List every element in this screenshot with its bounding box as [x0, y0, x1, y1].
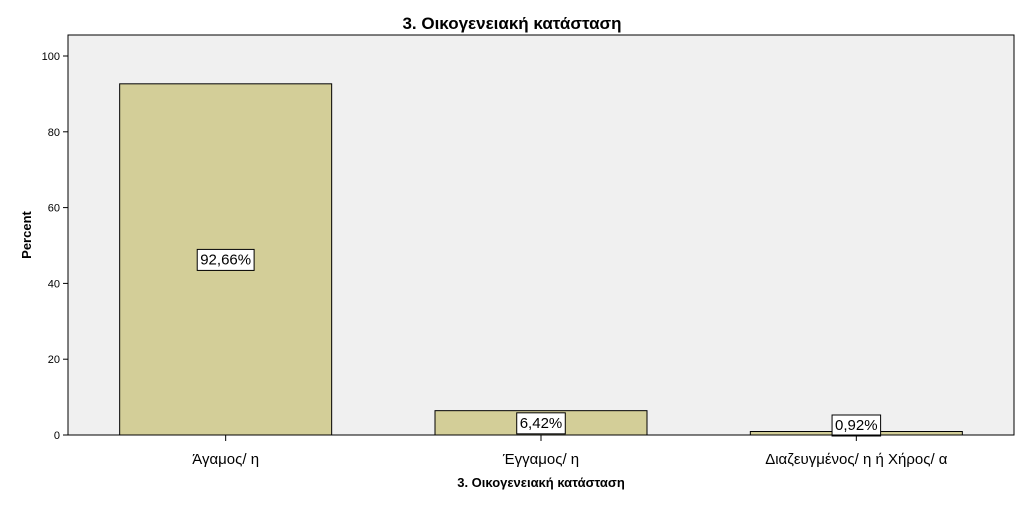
data-label: 6,42% — [520, 415, 563, 432]
y-tick-label: 0 — [54, 430, 60, 442]
bars: 92,66% 6,42% 0,92% — [119, 83, 963, 437]
y-tick-label: 60 — [48, 203, 60, 215]
y-tick-label: 40 — [48, 278, 60, 290]
y-tick-label: 100 — [42, 51, 60, 63]
data-label: 0,92% — [835, 417, 878, 434]
y-axis: 0 20 40 60 80 100 — [42, 51, 68, 442]
x-tick-label: Άγαμος/ η — [192, 451, 259, 468]
x-tick-label: Έγγαμος/ η — [502, 451, 579, 468]
y-tick-label: 80 — [48, 127, 60, 139]
x-axis-label: 3. Οικογενειακή κατάσταση — [457, 475, 625, 490]
chart-title: 3. Οικογενειακή κατάσταση — [402, 14, 621, 33]
x-tick-label: Διαζευγμένος/ η ή Χήρος/ α — [765, 451, 948, 468]
data-label-box — [196, 248, 255, 271]
data-label: 92,66% — [200, 251, 251, 268]
y-tick-label: 20 — [48, 354, 60, 366]
data-label-box — [516, 412, 566, 435]
y-axis-label: Percent — [19, 210, 34, 258]
x-axis: Άγαμος/ η Έγγαμος/ η Διαζευγμένος/ η ή Χήρ… — [68, 434, 1014, 468]
